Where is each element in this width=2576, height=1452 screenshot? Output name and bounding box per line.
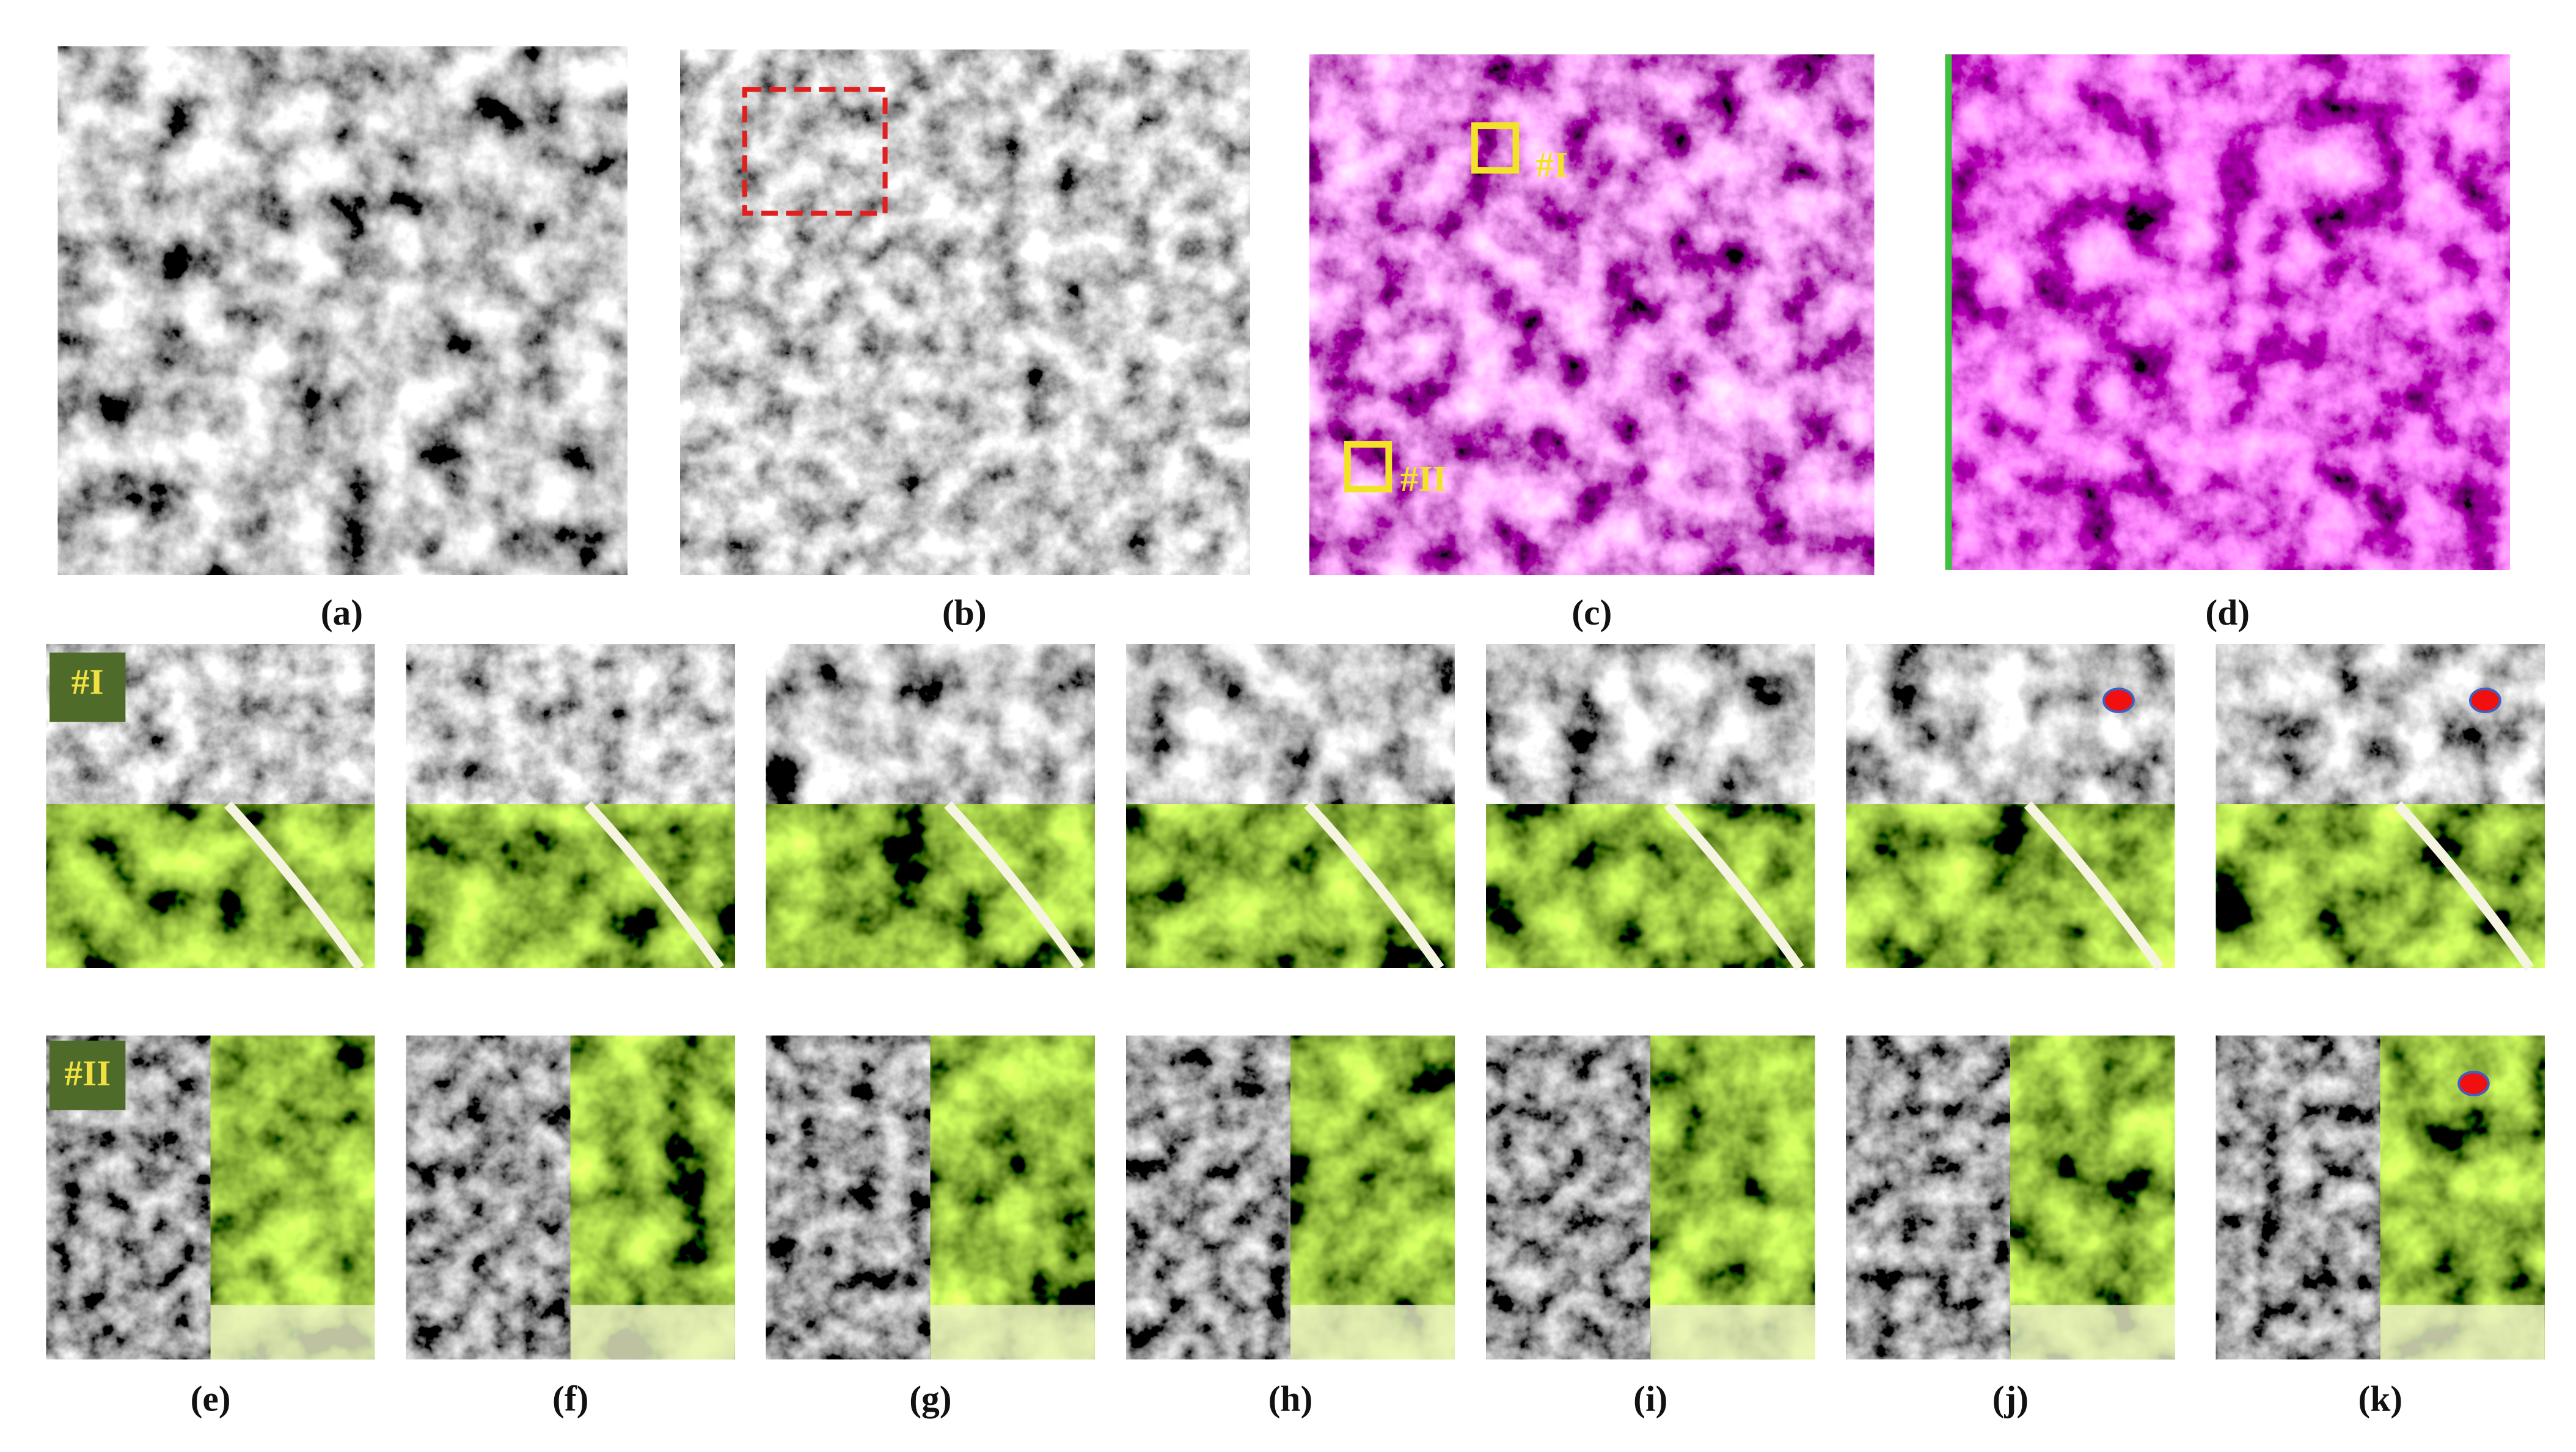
inset-gray [1126, 644, 1455, 805]
roi-box [1344, 441, 1392, 493]
inset-gray [1486, 644, 1815, 805]
river [2024, 801, 2164, 971]
inset-gray [2216, 1035, 2380, 1360]
inset-green [46, 804, 375, 968]
inset-gray [766, 1035, 931, 1360]
inset-green [406, 804, 735, 968]
river [224, 801, 364, 971]
row-tag-bg [49, 652, 126, 722]
inset-green [1126, 804, 1455, 968]
caption: (b) [942, 592, 987, 632]
river [1304, 801, 1444, 971]
image-d [1945, 54, 2510, 570]
caption: (g) [909, 1378, 951, 1418]
bright-patch [930, 1305, 1095, 1360]
river [944, 801, 1085, 971]
red-dot [2469, 688, 2501, 714]
edge-strip [1945, 54, 1952, 570]
image-b [680, 50, 1250, 575]
box-label: #I [1535, 145, 1568, 185]
inset-gray [766, 644, 1095, 805]
river [2394, 801, 2534, 971]
river [1664, 801, 1804, 971]
row-tag-bg [49, 1040, 126, 1110]
bright-patch [210, 1305, 375, 1360]
bright-patch [2380, 1305, 2545, 1360]
inset-grid: (e) (f) (g) (h) (i) (j) (k) #I #II [46, 644, 2545, 1418]
caption: (i) [1633, 1378, 1667, 1418]
river [584, 801, 724, 971]
box-label: #II [1400, 458, 1447, 499]
roi-box [742, 87, 888, 216]
caption: (f) [552, 1378, 588, 1418]
inset-green [766, 804, 1095, 968]
row-tag: #I [71, 661, 104, 702]
caption: (h) [1268, 1378, 1313, 1418]
inset-gray [1126, 1035, 1291, 1360]
red-dot [2102, 688, 2135, 714]
caption: (d) [2205, 592, 2250, 632]
bright-patch [2010, 1305, 2175, 1360]
inset-gray [2216, 644, 2545, 805]
bright-patch [1290, 1305, 1455, 1360]
image-a [57, 46, 628, 575]
roi-box [1471, 122, 1520, 174]
bright-patch [570, 1305, 735, 1360]
red-dot [2457, 1071, 2490, 1097]
inset-green [1486, 804, 1815, 968]
caption: (e) [191, 1378, 231, 1418]
caption: (k) [2358, 1378, 2402, 1418]
row-tag: #II [64, 1053, 111, 1093]
inset-gray [406, 1035, 571, 1360]
caption: (c) [1572, 592, 1612, 632]
bright-patch [1650, 1305, 1815, 1360]
caption: (a) [321, 592, 363, 632]
inset-gray [1486, 1035, 1651, 1360]
inset-green [2216, 804, 2545, 968]
image-c [1309, 54, 1875, 575]
caption: (j) [1992, 1378, 2029, 1418]
inset-green [1846, 804, 2175, 968]
inset-gray [406, 644, 735, 805]
inset-gray [1846, 1035, 2011, 1360]
inset-gray [1846, 644, 2175, 805]
